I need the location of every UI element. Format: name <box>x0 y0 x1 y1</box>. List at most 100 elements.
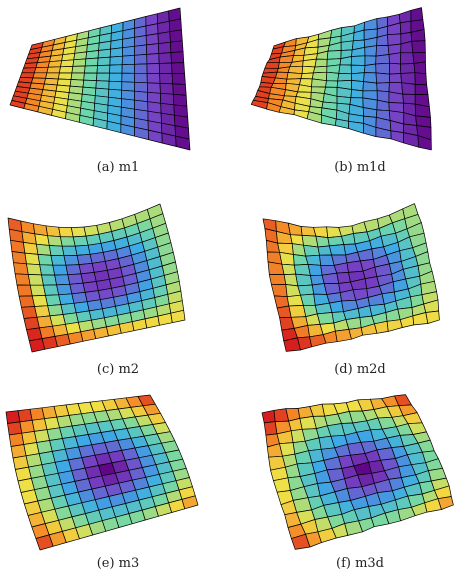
mesh-cell <box>414 84 429 95</box>
mesh-cell <box>83 72 98 81</box>
mesh-cell <box>76 253 93 265</box>
mesh-cell <box>108 80 123 91</box>
mesh-cell <box>399 20 412 35</box>
mesh-cell <box>326 50 342 60</box>
mesh-cell <box>121 54 135 66</box>
mesh-cell <box>14 273 31 286</box>
mesh-cell <box>146 53 160 65</box>
mesh-cell <box>171 62 185 74</box>
mesh-cell <box>134 54 148 65</box>
panel-f-caption: (f) m3d <box>335 556 385 571</box>
mesh-cell <box>340 40 354 51</box>
mesh-cell <box>302 58 317 68</box>
mesh-cell <box>401 82 416 95</box>
mesh-cell <box>34 305 51 318</box>
mesh-cell <box>96 72 110 82</box>
mesh-cell <box>315 235 330 248</box>
mesh-cell <box>85 50 99 60</box>
mesh-cell <box>374 320 389 334</box>
mesh-cell <box>287 222 303 236</box>
mesh-cell <box>96 64 111 74</box>
mesh-cell <box>5 410 21 424</box>
mesh-cell <box>31 295 49 307</box>
mesh-cell <box>159 83 174 95</box>
mesh-cell <box>169 29 183 43</box>
mesh-cell <box>351 80 364 92</box>
mesh-cell <box>47 235 63 247</box>
mesh-cell <box>46 66 61 74</box>
mesh-cell <box>145 33 159 46</box>
mesh-cell <box>400 63 416 74</box>
mesh-cell <box>21 67 37 74</box>
mesh-cell <box>84 57 99 67</box>
mesh-cell <box>337 73 352 82</box>
mesh-cell <box>402 93 416 105</box>
mesh-cell <box>172 83 187 96</box>
mesh-cell <box>60 59 75 68</box>
mesh-cell <box>159 73 174 85</box>
mesh-cell <box>363 18 378 31</box>
mesh-cell <box>74 244 91 256</box>
mesh-cell <box>313 65 328 74</box>
mesh-cell <box>295 273 313 287</box>
mesh-cell <box>108 72 123 83</box>
mesh-cell <box>311 78 327 88</box>
panel-c-caption: (c) m2 <box>96 362 140 377</box>
mesh-cell <box>121 72 135 83</box>
mesh-cell <box>84 65 98 74</box>
mesh-cell <box>70 72 85 81</box>
mesh-cell <box>158 41 172 54</box>
mesh-cell <box>273 477 291 493</box>
mesh-cell <box>23 62 38 69</box>
panel-e-caption: (e) m3 <box>96 556 140 571</box>
mesh-cell <box>271 284 288 298</box>
mesh-cell <box>45 225 61 238</box>
mesh-cell <box>375 72 391 84</box>
mesh-cell <box>314 58 328 68</box>
mesh-cell <box>348 327 364 340</box>
mesh-cell <box>58 293 75 305</box>
mesh-cell <box>10 239 26 254</box>
mesh-cell <box>398 9 412 24</box>
mesh-cell <box>414 72 428 86</box>
mesh-cell <box>35 61 50 69</box>
mesh-cell <box>26 263 42 276</box>
mesh-cell <box>400 52 415 65</box>
mesh-cell <box>305 254 322 266</box>
mesh-cell <box>325 80 339 88</box>
mesh-cell <box>158 52 172 64</box>
mesh-cell <box>268 274 287 286</box>
mesh-cell <box>134 72 148 84</box>
mesh-cell <box>32 72 48 79</box>
mesh-cell <box>278 55 294 63</box>
mesh-cell <box>34 233 50 246</box>
mesh-cell <box>329 244 347 256</box>
mesh-cell <box>272 77 288 84</box>
mesh-cell <box>69 282 86 295</box>
mesh-cell <box>82 79 97 89</box>
mesh-cell <box>47 304 64 317</box>
mesh-cell <box>388 52 402 65</box>
mesh-cell <box>293 264 311 276</box>
mesh-cell <box>73 51 88 61</box>
panel-f-surface <box>261 394 454 550</box>
mesh-cell <box>11 251 27 265</box>
mesh-cell <box>314 302 333 315</box>
mesh-cell <box>80 329 97 342</box>
mesh-cell <box>157 31 171 44</box>
panel-e-surface <box>5 394 199 551</box>
mesh-cell <box>67 331 84 345</box>
mesh-cell <box>181 495 199 510</box>
mesh-cell <box>425 310 440 324</box>
panel-b-caption: (b) m1d <box>334 160 386 175</box>
mesh-cell <box>338 64 352 75</box>
mesh-cell <box>389 73 402 84</box>
mesh-cell <box>171 73 186 85</box>
mesh-cell <box>70 226 87 238</box>
mesh-cell <box>350 89 364 99</box>
mesh-cell <box>63 255 80 266</box>
mesh-cell <box>146 43 160 55</box>
panel-d-surface <box>262 203 440 352</box>
mesh-cell <box>321 272 340 284</box>
